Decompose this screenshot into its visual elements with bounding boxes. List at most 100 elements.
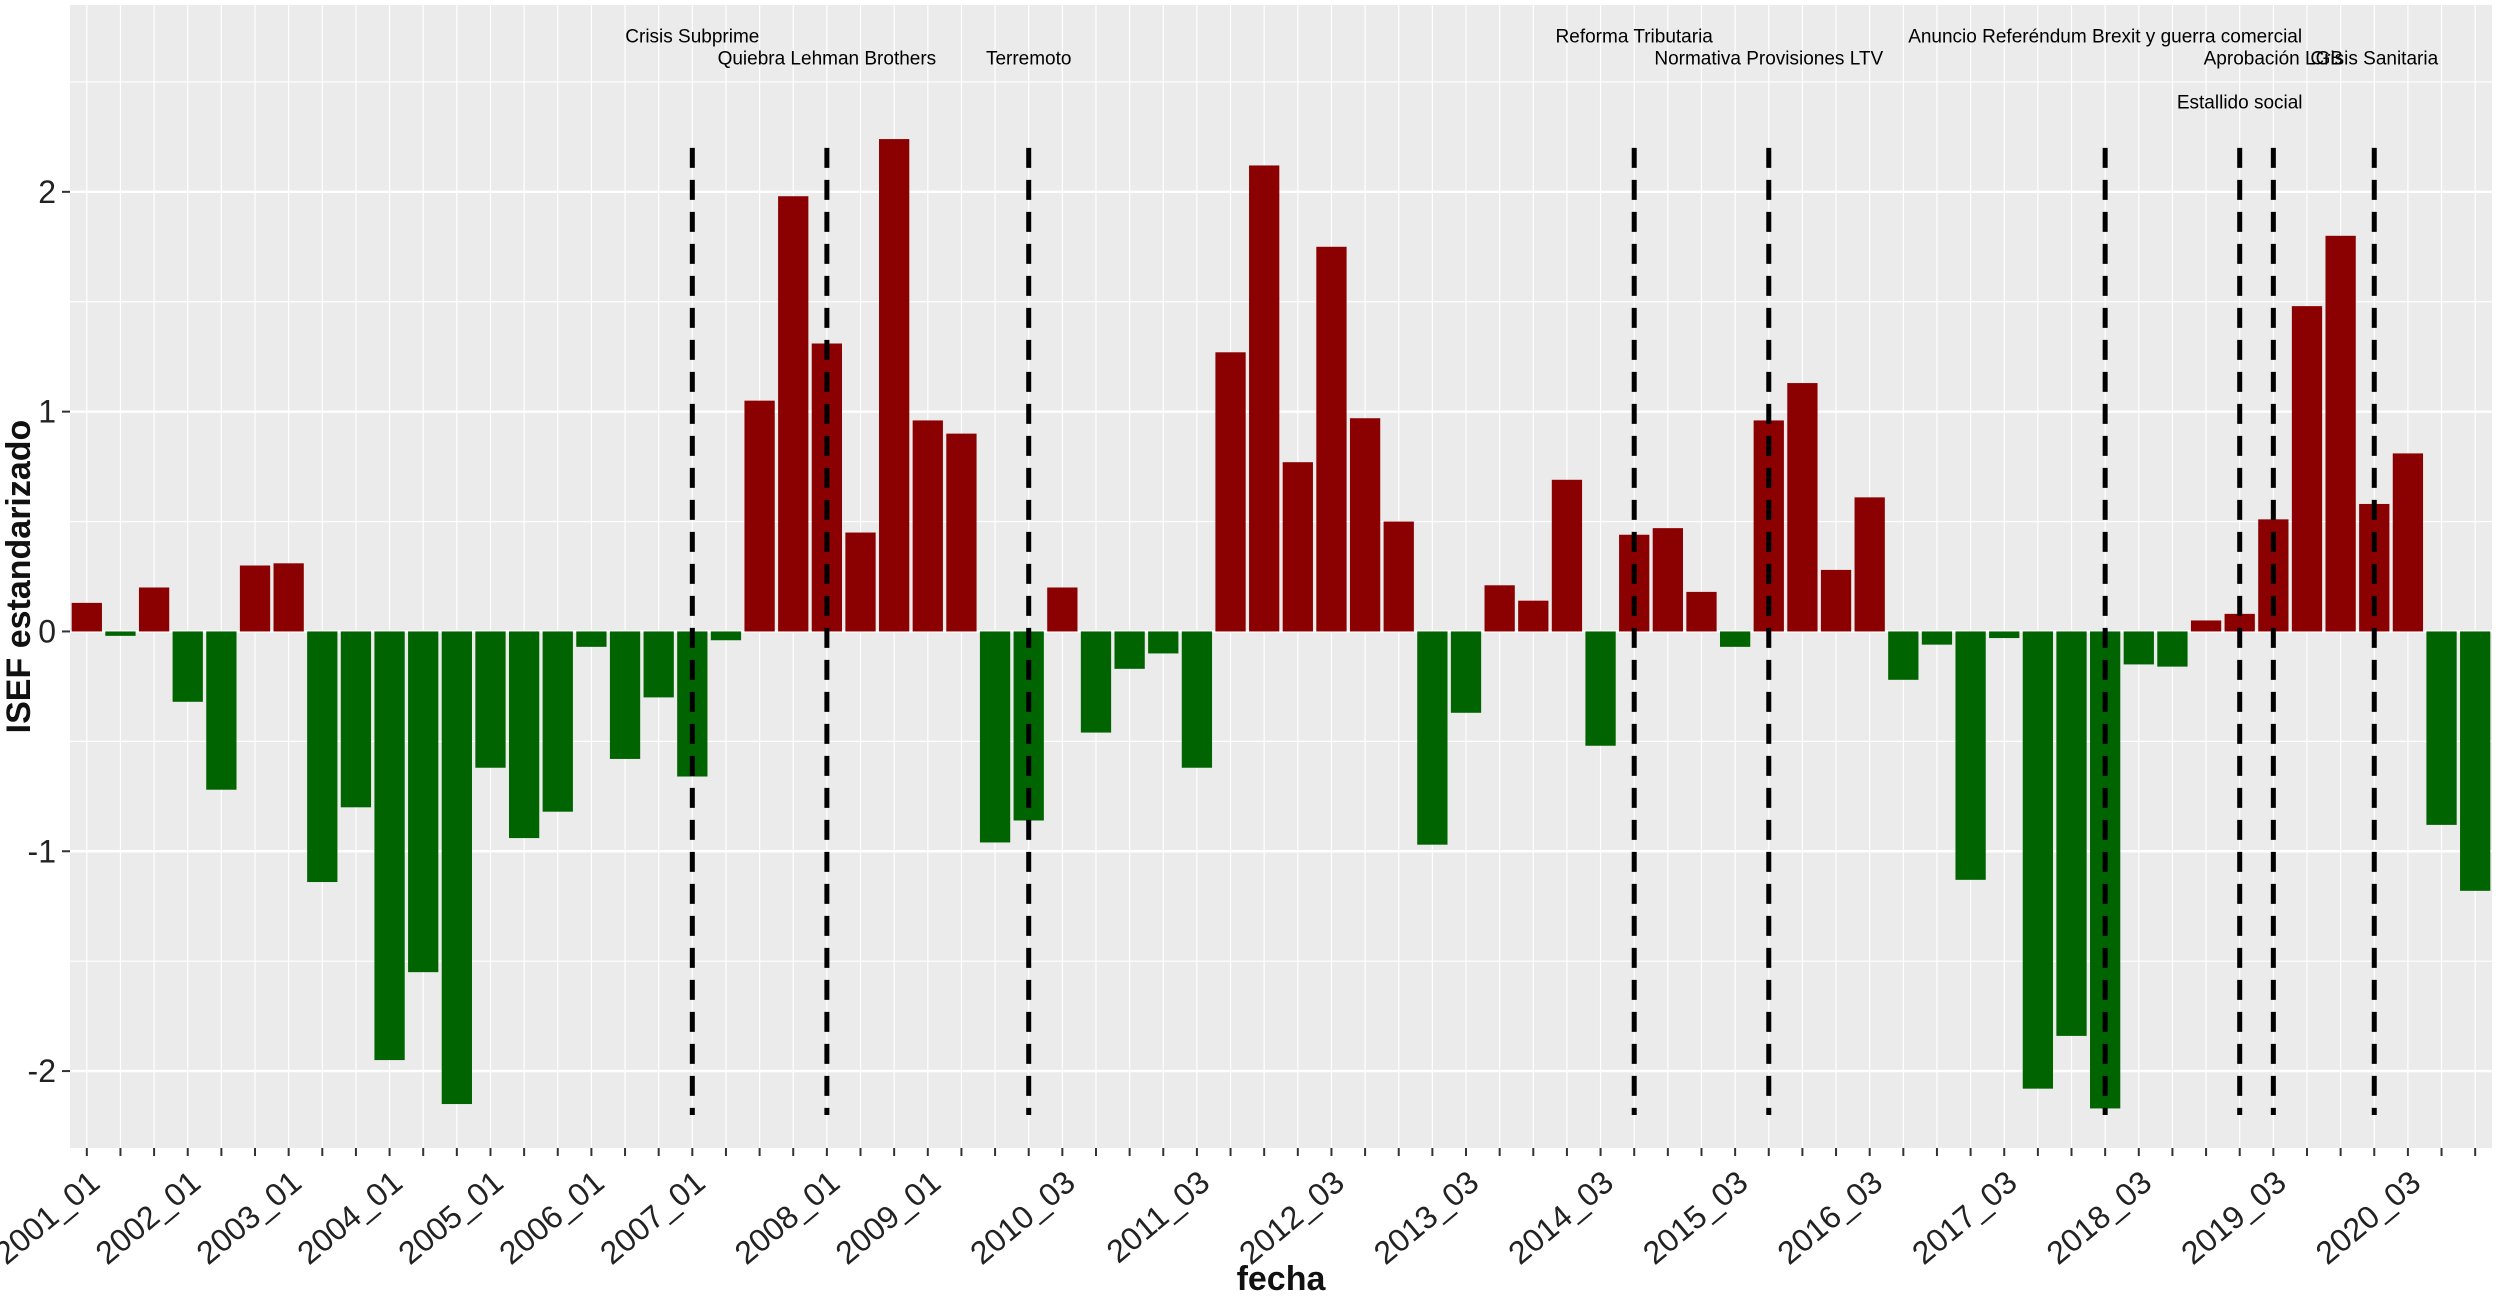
bar	[609, 631, 641, 759]
bar	[2056, 631, 2087, 1036]
bar	[744, 400, 775, 632]
bar	[475, 631, 506, 768]
y-tick-label: 2	[38, 174, 56, 210]
bar	[1047, 587, 1078, 632]
bar	[1989, 631, 2020, 639]
bar	[2325, 235, 2356, 632]
bar	[1080, 631, 1112, 733]
bar	[1787, 383, 1818, 632]
y-tick-label: 0	[38, 613, 56, 649]
x-tick-label: 2004_01	[290, 1164, 409, 1272]
bar	[1719, 631, 1751, 647]
x-tick-label: 2012_03	[1232, 1164, 1351, 1272]
bar	[979, 631, 1011, 843]
x-tick-label: 2016_03	[1771, 1164, 1890, 1272]
bar	[1383, 521, 1414, 632]
bar	[1652, 528, 1683, 632]
x-tick-label: 2008_01	[728, 1164, 847, 1272]
x-tick-label: 2009_01	[829, 1164, 948, 1272]
x-axis: 2001_012002_012003_012004_012005_012006_…	[0, 1148, 2477, 1272]
bar	[542, 631, 573, 812]
event-label: Reforma Tributaria	[1556, 26, 1714, 47]
bar	[1820, 569, 1852, 632]
bar	[2426, 631, 2457, 825]
bar	[2157, 631, 2188, 667]
x-tick-label: 2010_03	[963, 1164, 1082, 1272]
x-axis-title: fecha	[1237, 1260, 1327, 1298]
bar	[1417, 631, 1448, 845]
bar	[1585, 631, 1616, 746]
bar	[2392, 453, 2424, 632]
bar	[2123, 631, 2154, 665]
y-tick-label: -1	[28, 833, 56, 869]
event-label: Quiebra Lehman Brothers	[718, 48, 937, 69]
plot-panel	[70, 5, 2492, 1148]
bar	[1518, 600, 1549, 632]
bar	[2291, 306, 2323, 632]
bar	[273, 563, 304, 632]
bar	[172, 631, 203, 702]
event-label: Anuncio Referéndum Brexit y guerra comer…	[1908, 26, 2302, 47]
bar	[71, 602, 102, 632]
bar	[408, 631, 439, 973]
x-tick-label: 2005_01	[391, 1164, 510, 1272]
x-tick-label: 2017_03	[1905, 1164, 2024, 1272]
bar	[845, 532, 876, 632]
bar	[1249, 165, 1280, 632]
bar	[576, 631, 607, 647]
event-label: Aprobación LGB	[2204, 48, 2343, 69]
x-tick-label: 2014_03	[1501, 1164, 1620, 1272]
x-tick-label: 2007_01	[593, 1164, 712, 1272]
bar	[778, 196, 809, 632]
bar	[1955, 631, 1986, 880]
bar	[1551, 479, 1583, 632]
bar	[912, 420, 943, 632]
x-tick-label: 2002_01	[89, 1164, 208, 1272]
bar	[1686, 591, 1717, 632]
bar	[2224, 613, 2255, 632]
x-tick-label: 2006_01	[492, 1164, 611, 1272]
x-tick-label: 2019_03	[2174, 1164, 2293, 1272]
x-tick-label: 2013_03	[1367, 1164, 1486, 1272]
x-tick-label: 2001_01	[0, 1164, 106, 1272]
bar	[1888, 631, 1919, 680]
bar	[643, 631, 674, 698]
event-label: Normativa Provisiones LTV	[1654, 48, 1883, 69]
bar	[1854, 497, 1885, 632]
bar-series	[71, 139, 2491, 1109]
bar	[2022, 631, 2054, 1089]
bar	[239, 565, 271, 632]
bar	[138, 587, 170, 632]
x-tick-label: 2020_03	[2309, 1164, 2428, 1272]
bar	[441, 631, 472, 1105]
y-axis: -2 -1 0 1 2	[28, 174, 70, 1089]
bar	[2190, 620, 2222, 632]
event-label: Crisis Sanitaria	[2310, 48, 2438, 69]
bar	[1114, 631, 1145, 669]
y-axis-title: ISEF estandarizado	[0, 420, 38, 734]
bar	[1215, 352, 1246, 632]
bar	[710, 631, 742, 641]
bar	[1316, 246, 1347, 632]
y-tick-label: 1	[38, 394, 56, 430]
event-label: Crisis Subprime	[625, 26, 759, 47]
x-tick-label: 2003_01	[189, 1164, 308, 1272]
bar	[1921, 631, 1953, 645]
bar	[206, 631, 237, 790]
event-label: Terremoto	[986, 48, 1072, 69]
bar	[105, 631, 136, 636]
x-tick-label: 2011_03	[1100, 1164, 1217, 1270]
x-tick-label: 2015_03	[1636, 1164, 1755, 1272]
bar	[508, 631, 540, 839]
bar	[340, 631, 372, 808]
bar	[307, 631, 338, 883]
bar	[1484, 585, 1515, 632]
bar	[1282, 462, 1313, 632]
x-tick-label: 2018_03	[2040, 1164, 2159, 1272]
event-label: Estallido social	[2177, 92, 2303, 113]
y-tick-label: -2	[28, 1053, 56, 1089]
bar	[1349, 418, 1381, 632]
bar	[2460, 631, 2491, 891]
